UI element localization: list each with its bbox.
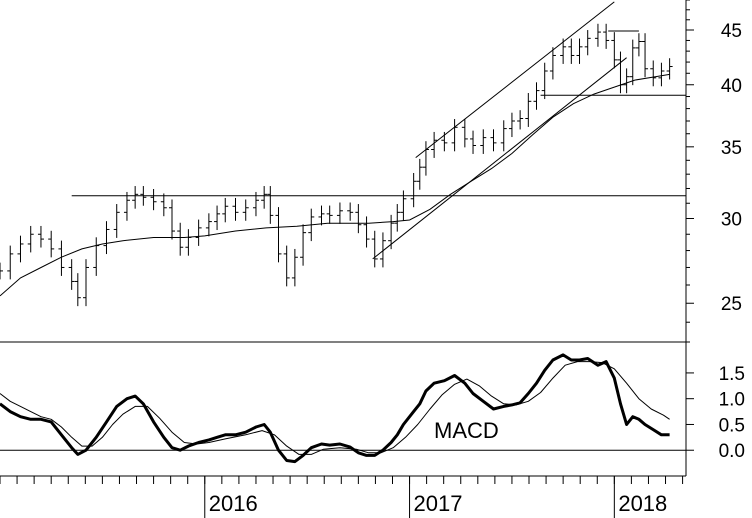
macd-annotation: MACD [434,418,499,443]
date-tick-label: 2016 [209,491,258,516]
price-tick-label: 45 [721,21,742,42]
signal-line [0,361,670,455]
trendline [372,57,627,260]
trendline [415,1,615,158]
price-panel [0,1,686,307]
macd-tick-label: 1.0 [719,390,745,411]
macd-line [0,353,670,464]
macd-tick-label: 0.0 [719,441,745,462]
price-tick-label: 35 [721,138,742,159]
macd-tick-label: 1.5 [719,364,745,385]
price-tick-label: 40 [721,76,742,97]
price-tick-label: 30 [721,209,742,230]
macd-panel [0,353,686,464]
price-tick-label: 25 [721,294,742,315]
macd-tick-label: 0.5 [719,415,745,436]
date-tick-label: 2017 [414,491,463,516]
date-tick-label: 2018 [618,491,667,516]
moving-average-line [0,73,670,297]
